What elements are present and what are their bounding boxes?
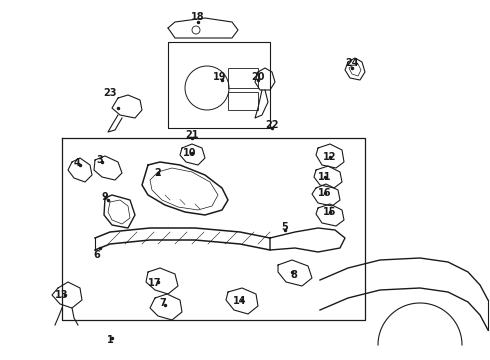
Text: 13: 13 [55,290,69,300]
Text: 7: 7 [160,298,167,308]
Text: 11: 11 [318,172,332,182]
Text: 8: 8 [291,270,297,280]
Text: 5: 5 [282,222,289,232]
Bar [228,68,258,88]
Text: 18: 18 [191,12,205,22]
Text: 9: 9 [101,192,108,202]
Text: 2: 2 [155,168,161,178]
Text: 24: 24 [345,58,359,68]
Text: 22: 22 [265,120,279,130]
Text: 17: 17 [148,278,162,288]
Text: 1: 1 [107,335,113,345]
Text: 14: 14 [233,296,247,306]
Bar [228,92,258,110]
Text: 4: 4 [74,158,80,168]
Text: 10: 10 [183,148,197,158]
Text: 15: 15 [323,207,337,217]
Text: 21: 21 [185,130,199,140]
Text: 20: 20 [251,72,265,82]
Text: 16: 16 [318,188,332,198]
Text: 12: 12 [323,152,337,162]
Text: 23: 23 [103,88,117,98]
Text: 3: 3 [97,155,103,165]
Text: 19: 19 [213,72,227,82]
Text: 6: 6 [94,250,100,260]
